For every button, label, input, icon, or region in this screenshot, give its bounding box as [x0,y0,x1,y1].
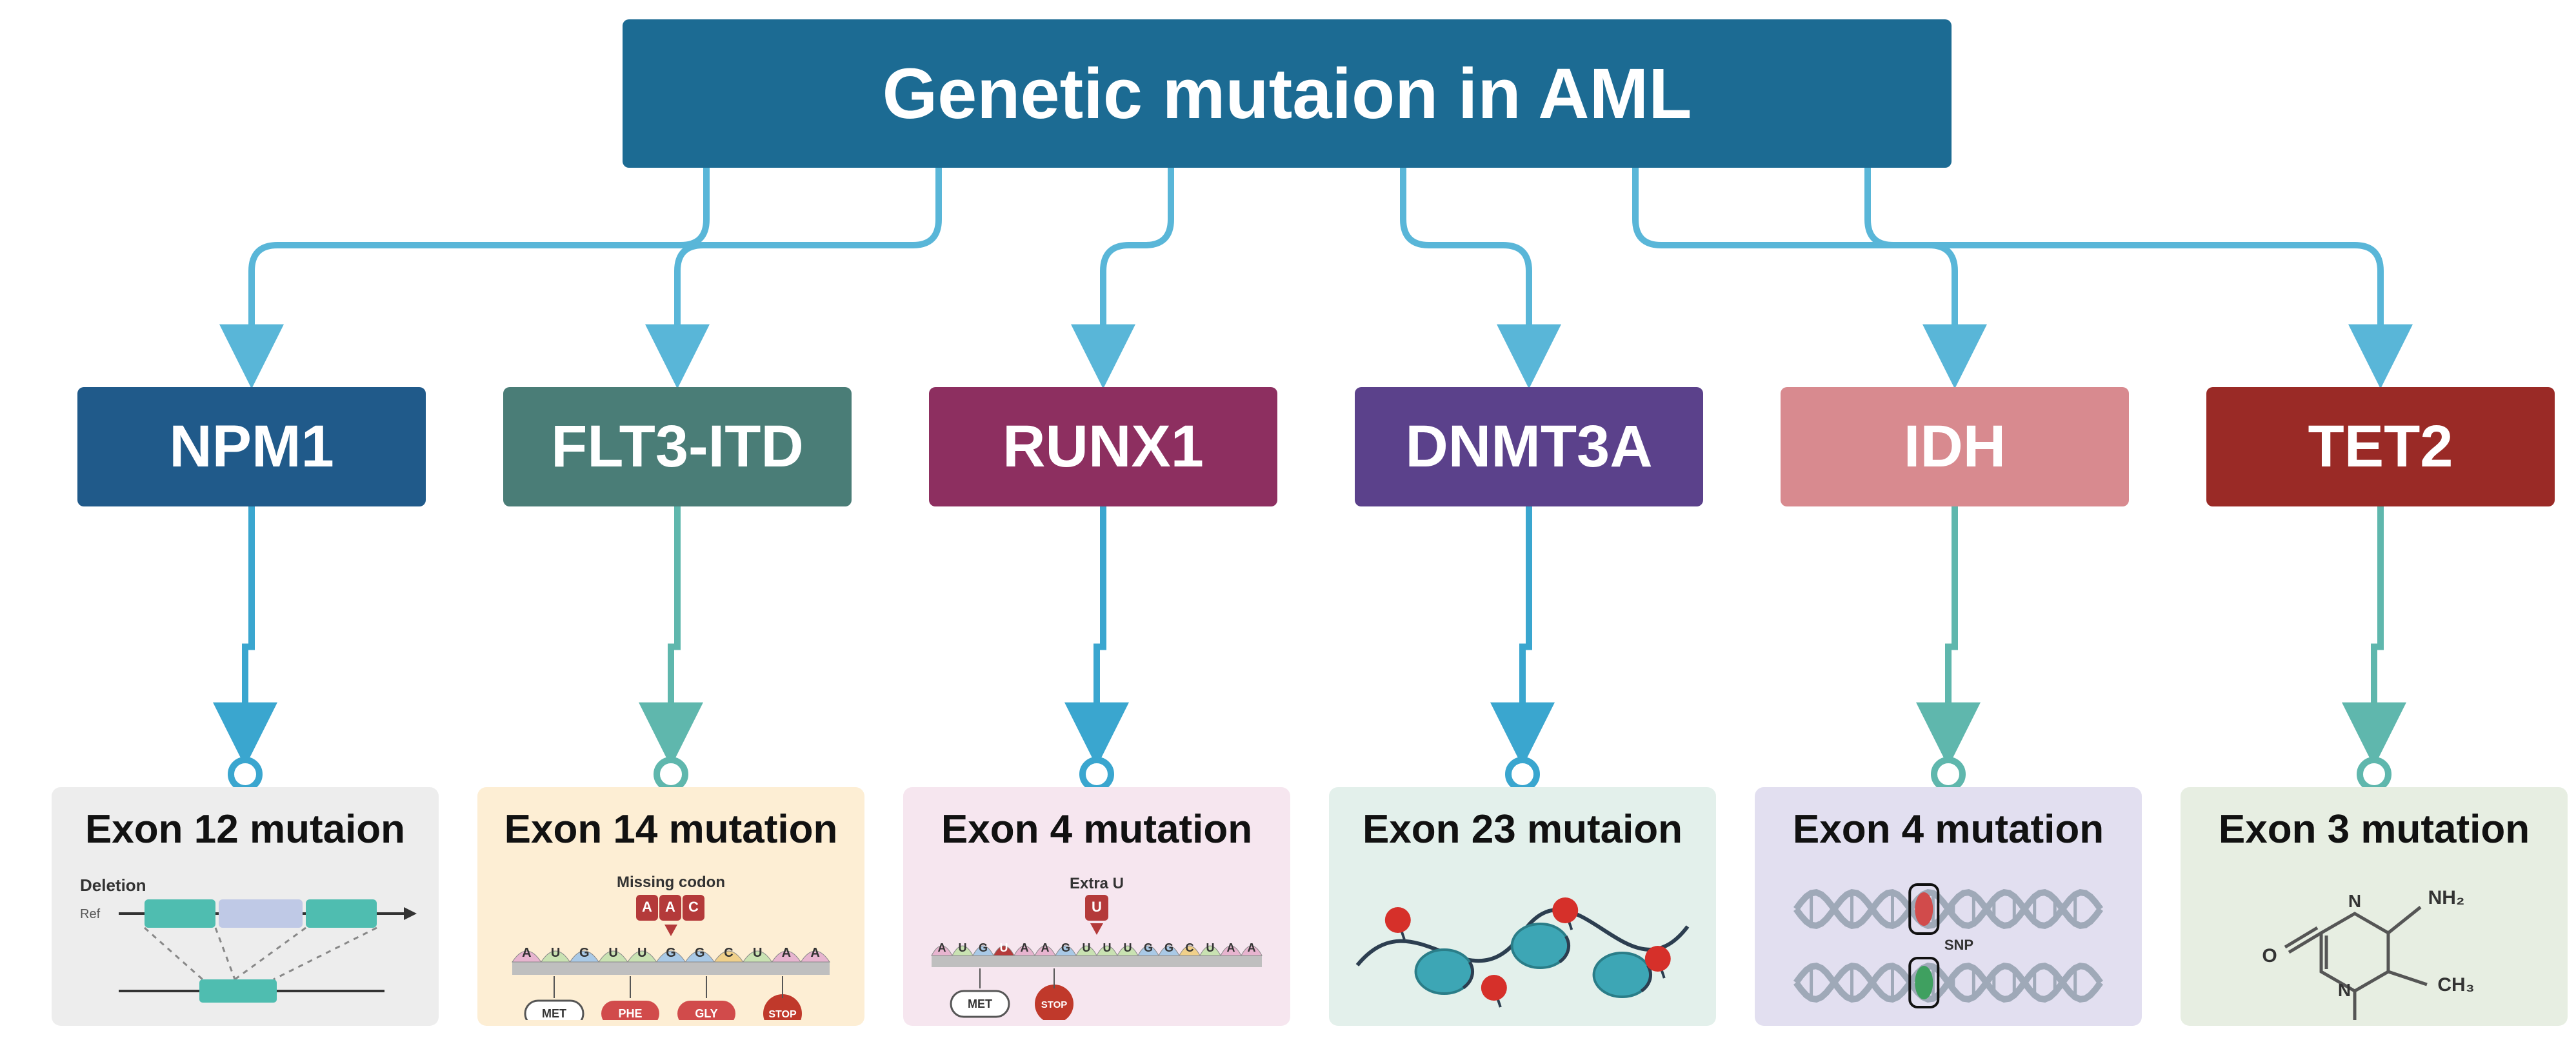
page-title: Genetic mutaion in AML [623,19,1952,168]
gene-label: IDH [1904,413,2006,481]
exon-illustration-snp: SNP [1770,872,2126,1020]
svg-text:A: A [1041,941,1050,954]
exon-illustration-extra_u: Extra UUAUGUAAGUUUGGCUAAMETSTOP [919,872,1275,1020]
svg-text:U: U [959,941,967,954]
exon-card-exon-flt3: Exon 14 mutationMissing codonAACAUGUUGGC… [477,787,864,1026]
exon-title: Exon 14 mutation [504,806,838,852]
svg-text:A: A [665,899,675,915]
svg-text:N: N [2338,980,2351,1000]
svg-text:U: U [608,946,617,960]
exon-card-exon-dnmt3a: Exon 23 mutaion [1329,787,1716,1026]
gene-box-runx1: RUNX1 [929,387,1277,506]
svg-text:C: C [688,899,699,915]
svg-text:U: U [637,946,646,960]
exon-title: Exon 4 mutation [941,806,1252,852]
exon-illustration-dna_prot [1344,872,1701,1020]
svg-text:U: U [1103,941,1112,954]
exon-card-exon-npm1: Exon 12 mutaion Deletion Ref [52,787,439,1026]
exon-title: Exon 23 mutaion [1363,806,1682,852]
gene-label: DNMT3A [1405,413,1652,481]
svg-text:CH₃: CH₃ [2437,974,2474,996]
svg-text:G: G [695,946,705,960]
gene-box-npm1: NPM1 [77,387,426,506]
svg-text:A: A [642,899,652,915]
svg-text:Deletion: Deletion [80,876,146,895]
svg-text:NH₂: NH₂ [2428,887,2465,908]
exon-title: Exon 4 mutation [1793,806,2104,852]
gene-label: RUNX1 [1003,413,1204,481]
exon-illustration-chem: N N NH₂ CH₃ O [2196,872,2552,1020]
svg-text:C: C [1186,941,1194,954]
svg-text:A: A [938,941,946,954]
svg-text:G: G [1144,941,1153,954]
gene-box-tet2: TET2 [2206,387,2555,506]
svg-text:A: A [1021,941,1029,954]
svg-text:U: U [753,946,762,960]
svg-text:GLY: GLY [695,1007,717,1020]
svg-text:C: C [724,946,733,960]
svg-text:G: G [579,946,590,960]
exon-card-exon-tet2: Exon 3 mutation N N NH₂ CH₃ O [2181,787,2568,1026]
svg-text:U: U [551,946,560,960]
svg-text:U: U [1206,941,1215,954]
svg-text:G: G [666,946,676,960]
svg-text:A: A [1227,941,1235,954]
svg-text:A: A [810,946,819,960]
exon-illustration-deletion: Deletion Ref [67,872,423,1020]
svg-text:U: U [1092,899,1102,915]
svg-text:U: U [1124,941,1132,954]
page-title-text: Genetic mutaion in AML [883,53,1692,135]
svg-text:G: G [979,941,988,954]
svg-text:G: G [1061,941,1070,954]
svg-text:A: A [782,946,791,960]
exon-title: Exon 12 mutaion [85,806,405,852]
gene-label: NPM1 [169,413,334,481]
gene-box-dnmt3a: DNMT3A [1355,387,1703,506]
exon-title: Exon 3 mutation [2219,806,2530,852]
svg-text:U: U [1000,941,1008,954]
svg-text:MET: MET [968,997,992,1010]
exon-card-exon-runx1: Exon 4 mutationExtra UUAUGUAAGUUUGGCUAAM… [903,787,1290,1026]
exon-card-exon-idh: Exon 4 mutation SNP [1755,787,2142,1026]
svg-text:Extra U: Extra U [1070,875,1124,892]
gene-box-flt3: FLT3-ITD [503,387,852,506]
gene-box-idh: IDH [1781,387,2129,506]
svg-text:U: U [1083,941,1091,954]
svg-text:STOP: STOP [768,1009,797,1020]
svg-text:MET: MET [542,1007,566,1020]
svg-text:Missing codon: Missing codon [617,874,725,891]
svg-text:PHE: PHE [618,1007,642,1020]
svg-text:STOP: STOP [1041,999,1068,1010]
exon-illustration-missing_codon: Missing codonAACAUGUUGGCUAAMETPHEGLYSTOP [493,872,849,1020]
svg-text:A: A [1248,941,1256,954]
svg-text:SNP: SNP [1944,937,1973,953]
gene-label: TET2 [2308,413,2453,481]
svg-text:G: G [1164,941,1173,954]
gene-label: FLT3-ITD [551,413,804,481]
svg-text:N: N [2348,891,2361,911]
svg-text:O: O [2262,945,2277,966]
svg-text:Ref: Ref [80,907,101,921]
svg-text:A: A [522,946,531,960]
